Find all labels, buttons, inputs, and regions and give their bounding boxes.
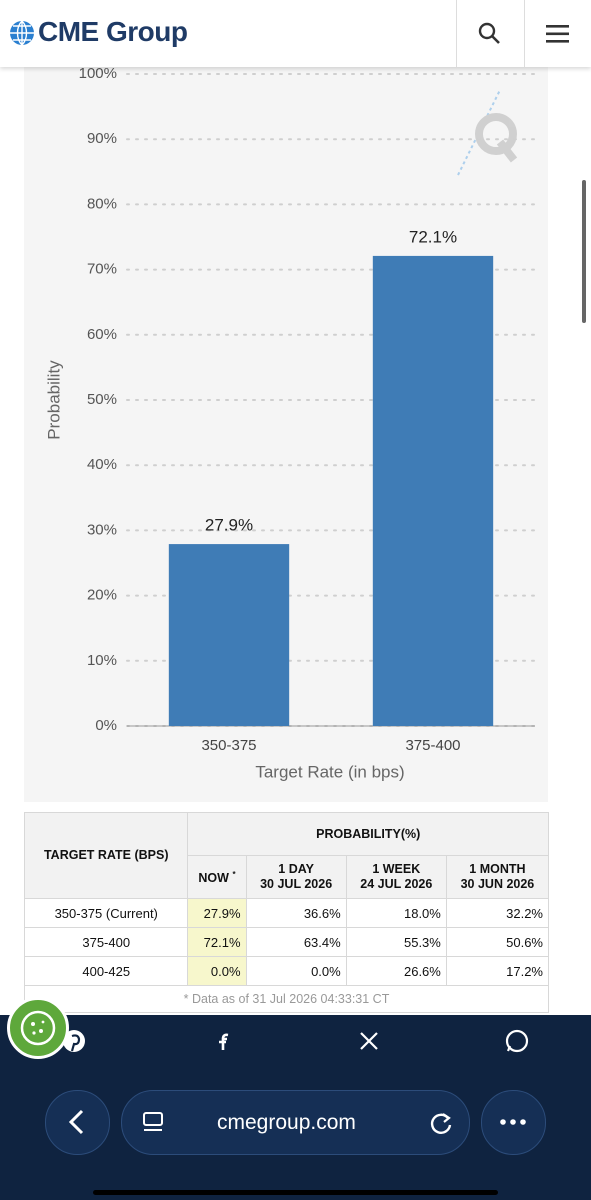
x-tick-label: 375-400 [405, 737, 460, 754]
probability-cell: 0.0% [187, 956, 247, 986]
x-tick-label: 350-375 [201, 737, 256, 754]
bar [372, 255, 494, 726]
cookie-button[interactable] [7, 997, 69, 1059]
y-tick-label: 100% [79, 65, 117, 82]
y-axis-title: Probability [44, 360, 63, 440]
probability-table: TARGET RATE (BPS) PROBABILITY(%) NOW * 1… [23, 812, 550, 1013]
y-tick-label: 50% [87, 391, 117, 408]
share-bar [63, 1029, 529, 1053]
table-note: * Data as of 31 Jul 2026 04:33:31 CT [24, 985, 549, 1013]
y-tick-label: 70% [87, 261, 117, 278]
rate-cell: 350-375 (Current) [23, 898, 189, 928]
divider [456, 0, 457, 67]
probability-cell: 27.9% [187, 898, 247, 928]
menu-button[interactable] [546, 24, 570, 44]
pinterest-button[interactable] [63, 1030, 85, 1052]
probability-cell: 55.3% [345, 927, 447, 957]
y-tick-label: 90% [87, 130, 117, 147]
data-label: 27.9% [205, 516, 253, 535]
rate-cell: 375-400 [23, 927, 189, 957]
footnote-mark: * [232, 870, 236, 880]
probability-cell: 17.2% [445, 956, 550, 986]
watermark [457, 89, 518, 176]
probability-cell: 63.4% [245, 927, 347, 957]
probability-cell: 32.2% [445, 898, 550, 928]
column-header: PROBABILITY(%) [187, 812, 549, 856]
x-button[interactable] [360, 1032, 378, 1050]
divider [524, 0, 525, 67]
probability-cell: 18.0% [345, 898, 447, 928]
column-header: 1 DAY 30 JUL 2026 [245, 855, 347, 899]
whatsapp-button[interactable] [505, 1029, 529, 1053]
logo-globe[interactable] [9, 20, 35, 46]
rate-cell: 400-425 [23, 956, 189, 986]
y-tick-label: 10% [87, 652, 117, 669]
table-row: 400-425 0.0% 0.0% 26.6% 17.2% [23, 956, 550, 986]
brand[interactable]: CME Group [38, 16, 188, 47]
probability-cell: 72.1% [187, 927, 247, 957]
column-label: 1 WEEK [372, 862, 421, 876]
y-tick-label: 40% [87, 456, 117, 473]
facebook-button[interactable] [219, 1033, 229, 1050]
site-header: CME Group [0, 0, 591, 67]
y-tick-label: 20% [87, 587, 117, 604]
column-label: 1 DAY [278, 862, 314, 876]
column-header: 1 WEEK 24 JUL 2026 [345, 855, 447, 899]
scrollbar [582, 180, 586, 323]
url-text[interactable]: cmegroup.com [217, 1111, 356, 1134]
column-label: NOW [198, 871, 229, 886]
column-date: 24 JUL 2026 [360, 877, 433, 891]
table-body: 350-375 (Current) 27.9% 36.6% 18.0% 32.2% 375… [23, 898, 550, 986]
data-label: 72.1% [409, 227, 457, 246]
probability-cell: 26.6% [345, 956, 447, 986]
column-header: TARGET RATE (BPS) [23, 812, 189, 899]
table-row: 375-400 72.1% 63.4% 55.3% 50.6% [23, 927, 550, 957]
probability-cell: 0.0% [245, 956, 347, 986]
address-bar[interactable]: cmegroup.com [121, 1090, 470, 1155]
back-button[interactable] [45, 1090, 110, 1155]
chart: Probability Target Rate (in bps) 0% 10% 20… [44, 64, 536, 782]
y-tick-label: 30% [87, 521, 117, 538]
search-button[interactable] [478, 22, 502, 46]
y-tick-label: 60% [87, 326, 117, 343]
column-label: 1 MONTH [469, 862, 526, 876]
column-header: 1 MONTH 30 JUN 2026 [445, 855, 550, 899]
y-tick-label: 0% [95, 717, 117, 734]
probability-cell: 50.6% [445, 927, 550, 957]
home-indicator [93, 1190, 498, 1195]
column-date: 30 JUL 2026 [260, 877, 333, 891]
column-header: NOW * [187, 855, 247, 899]
table-row: 350-375 (Current) 27.9% 36.6% 18.0% 32.2% [23, 898, 550, 928]
browser-footer: cmegroup.com [0, 1015, 591, 1200]
y-tick-label: 80% [87, 195, 117, 212]
probability-cell: 36.6% [245, 898, 347, 928]
bar [168, 544, 290, 726]
column-date: 30 JUN 2026 [460, 877, 535, 891]
x-axis-title: Target Rate (in bps) [255, 762, 404, 781]
more-button[interactable] [481, 1090, 546, 1155]
